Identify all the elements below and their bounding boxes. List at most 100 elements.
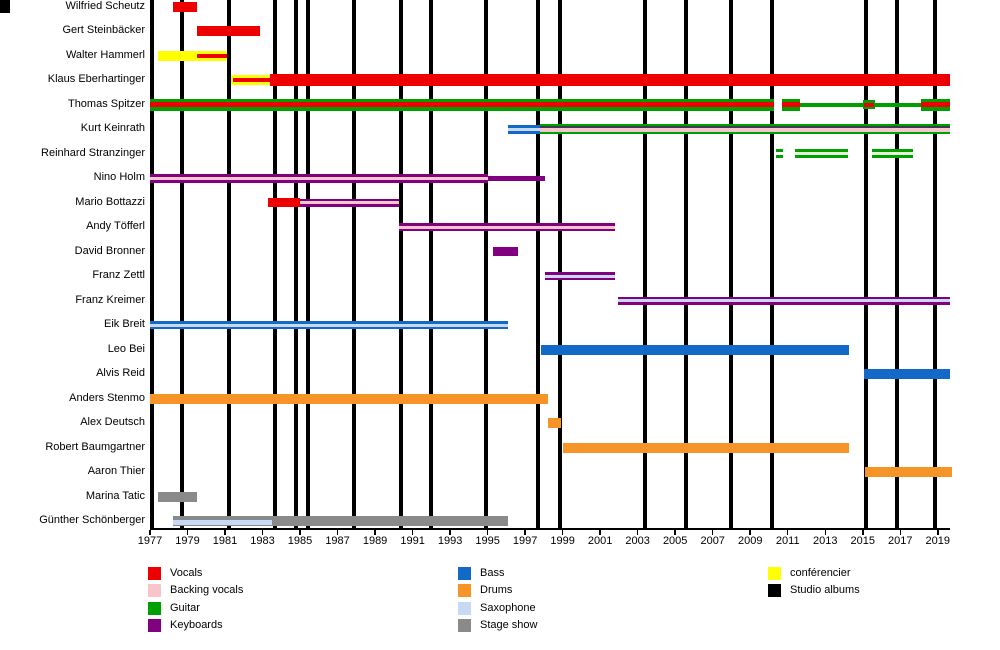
timeline-bar <box>196 26 260 37</box>
x-axis-tick-label: 2001 <box>587 535 613 547</box>
legend-swatch-conferencier <box>768 567 781 580</box>
member-label: Aaron Thier <box>87 465 145 478</box>
x-axis-tick <box>786 530 789 535</box>
album-line <box>557 0 562 529</box>
x-axis-tick-label: 2013 <box>813 535 838 547</box>
timeline-bar <box>196 53 227 58</box>
member-label: Franz Kreimer <box>75 293 145 306</box>
x-axis-tick-label: 2011 <box>775 535 800 547</box>
x-axis-tick <box>224 530 226 535</box>
album-line <box>769 0 774 529</box>
legend-swatch-guitar <box>148 601 161 615</box>
x-axis-tick <box>937 530 939 535</box>
x-axis-tick <box>561 530 564 535</box>
legend-label: Drums <box>480 584 513 597</box>
legend-swatch-backing <box>148 584 161 598</box>
timeline-bar <box>920 102 950 108</box>
member-label: Günther Schönberger <box>39 514 145 527</box>
x-axis-tick-label: 2017 <box>888 535 913 547</box>
legend-label: Backing vocals <box>170 584 244 597</box>
legend-label: conférencier <box>790 567 851 579</box>
member-label: Alex Deutsch <box>80 416 145 429</box>
timeline-bar <box>508 127 541 131</box>
album-line <box>272 0 277 529</box>
timeline-bar <box>540 126 950 129</box>
x-axis-tick-label: 1997 <box>512 535 538 547</box>
x-axis-tick <box>336 530 339 535</box>
album-line <box>399 0 404 529</box>
timeline-bar <box>232 78 271 83</box>
album-line <box>226 0 231 529</box>
timeline-bar <box>150 102 774 108</box>
member-label: Thomas Spitzer <box>67 97 145 110</box>
timeline-bar <box>775 155 784 159</box>
timeline-bar <box>300 201 400 205</box>
x-axis-tick-label: 2009 <box>737 535 763 547</box>
x-axis-tick-label: 1993 <box>437 535 463 547</box>
timeline-bar <box>872 152 914 156</box>
x-axis-tick-label: 1987 <box>325 535 350 547</box>
member-label: Wilfried Scheutz <box>65 0 145 12</box>
x-axis-tick <box>149 530 151 535</box>
x-axis-tick <box>374 530 376 535</box>
x-axis-tick <box>524 530 526 535</box>
timeline-bar <box>399 225 616 229</box>
legend-label: Guitar <box>170 601 200 614</box>
timeline-bar <box>158 50 227 61</box>
x-axis-tick-label: 2005 <box>662 535 688 547</box>
x-axis-tick-label: 1999 <box>550 535 575 547</box>
timeline-bar <box>270 74 950 87</box>
x-axis-tick <box>599 530 601 535</box>
timeline-bar <box>775 149 784 153</box>
legend-label: Keyboards <box>170 618 223 631</box>
member-label: Mario Bottazzi <box>75 195 145 208</box>
timeline-bar <box>172 519 272 525</box>
timeline-bar <box>150 393 548 404</box>
timeline-bar <box>540 128 950 133</box>
member-label: Klaus Eberhartinger <box>47 73 145 86</box>
album-line <box>895 0 900 529</box>
x-axis-tick <box>261 530 264 535</box>
x-axis-tick <box>711 530 714 535</box>
album-line <box>179 0 184 529</box>
x-axis-tick <box>449 530 451 535</box>
x-axis-tick-label: 1995 <box>475 535 500 547</box>
x-axis-tick-label: 1983 <box>250 535 275 547</box>
member-label: Gert Steinbäcker <box>62 24 145 37</box>
timeline-bar <box>864 467 952 478</box>
timeline-bar <box>544 274 616 278</box>
timeline-bar <box>874 102 921 107</box>
legend-swatch-bass <box>458 567 471 580</box>
timeline-bar <box>487 175 545 181</box>
x-axis-tick-label: 2003 <box>625 535 650 547</box>
legend-label: Vocals <box>170 567 203 579</box>
album-line <box>643 0 648 529</box>
member-label: Walter Hammerl <box>65 48 145 61</box>
timeline-bar <box>158 491 197 502</box>
legend-swatch-sax <box>458 601 471 615</box>
album-line <box>352 0 357 529</box>
x-axis-tick <box>899 530 902 535</box>
legend-label: Saxophone <box>480 601 536 614</box>
x-axis-tick-label: 2015 <box>850 535 875 547</box>
x-axis-tick-label: 2007 <box>700 535 725 547</box>
x-axis-tick <box>824 530 826 535</box>
x-axis-tick <box>636 530 639 535</box>
album-line <box>483 0 488 529</box>
timeline-bar <box>268 198 301 208</box>
x-axis-tick <box>299 530 301 535</box>
album-line <box>294 0 299 529</box>
timeline-bar <box>150 176 488 180</box>
member-label: David Bronner <box>74 244 145 257</box>
timeline-bar <box>562 442 849 453</box>
corner-artifact <box>0 0 10 13</box>
x-axis-tick <box>411 530 414 535</box>
legend-swatch-vocals <box>148 567 161 580</box>
member-label: Reinhard Stranzinger <box>41 146 145 159</box>
member-label: Leo Bei <box>107 342 145 355</box>
x-axis-tick-label: 1991 <box>400 535 425 547</box>
album-line <box>429 0 434 529</box>
album-line <box>149 0 154 529</box>
legend-swatch-drums <box>458 584 471 598</box>
member-label: Kurt Keinrath <box>80 122 145 135</box>
